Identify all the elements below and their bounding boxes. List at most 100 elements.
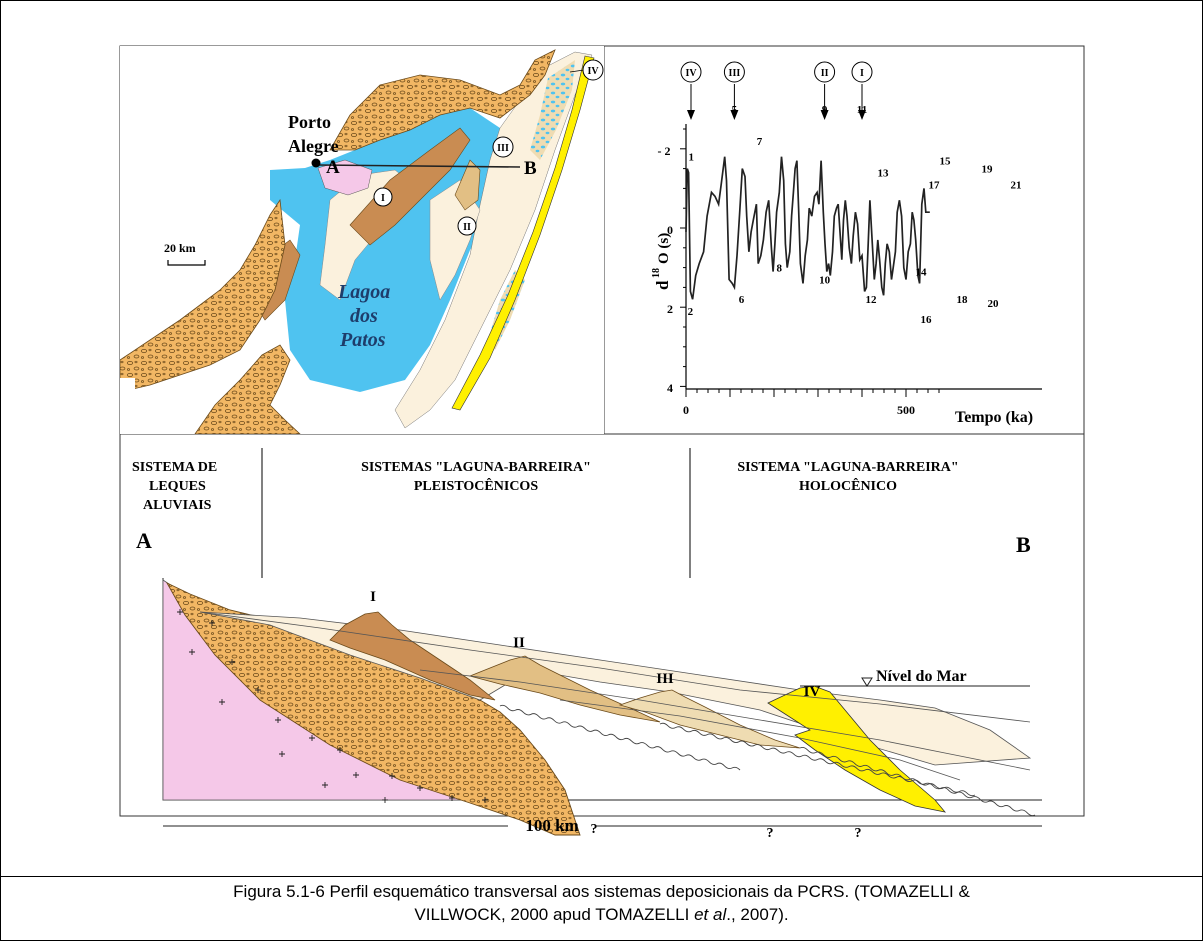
barrier-III-zone (530, 60, 575, 160)
basement-cross (177, 609, 183, 615)
y-tick-label-2: 2 (667, 302, 673, 316)
svg-text:I: I (381, 193, 385, 204)
header-holo-1: SISTEMA "LAGUNA-BARREIRA" (737, 460, 958, 475)
stage-marker-I: I (851, 61, 873, 120)
stage-number-21: 21 (1011, 179, 1022, 191)
stage-number-15: 15 (940, 156, 952, 168)
header-alluvial-2: LEQUES (149, 479, 206, 494)
stage-number-13: 13 (878, 168, 890, 180)
stage-number-2: 2 (688, 306, 694, 318)
sea-level-symbol (861, 677, 873, 687)
stage-number-7: 7 (757, 136, 763, 148)
basement-cross (275, 717, 281, 723)
y-tick-label-0: 0 (667, 223, 673, 237)
stage-number-1: 1 (689, 152, 695, 164)
caption-line-2: VILLWOCK, 2000 apud TOMAZELLI et al., 20… (0, 903, 1203, 926)
profile-line (317, 164, 521, 168)
basement-cross (309, 735, 315, 741)
cross-section: SISTEMA DE LEQUES ALUVIAIS SISTEMAS "LAG… (132, 448, 1042, 841)
stage-number-9: 9 (822, 104, 828, 116)
svg-text:I: I (860, 68, 864, 79)
barrier-IV-zone (451, 55, 595, 411)
stage-number-11: 11 (857, 104, 867, 116)
basement-cross (417, 785, 423, 791)
svg-text:IV: IV (587, 66, 599, 77)
unknown-mark-3: ? (855, 826, 862, 841)
section-label-I: I (370, 589, 376, 605)
section-label-IV: IV (804, 684, 821, 700)
stage-number-18: 18 (957, 294, 969, 306)
y-axis-ticks (680, 128, 686, 387)
figure-caption: Figura 5.1-6 Perfil esquemático transver… (0, 880, 1203, 926)
stage-marker-IV: IV (680, 61, 702, 120)
basement-cross (449, 795, 455, 801)
porto-alegre-dot (311, 158, 321, 168)
section-label-a: A (136, 528, 152, 553)
caption-divider (0, 876, 1203, 877)
caption-et-al: et al (694, 905, 727, 924)
barrier-I-zone (349, 127, 471, 246)
stage-number-12: 12 (866, 294, 878, 306)
basement-crosses (177, 609, 488, 803)
unknown-mark-2: ? (767, 826, 774, 841)
layer-lines (199, 611, 1031, 781)
svg-text:18: 18 (651, 268, 662, 278)
stage-number-10: 10 (819, 274, 831, 286)
svg-text:d: d (653, 280, 672, 290)
section-barrier-IV (767, 685, 947, 813)
map-scale-bar (167, 260, 206, 266)
basement-cross (382, 797, 388, 803)
map-scale-label: 20 km (164, 241, 196, 255)
basement-cross (353, 772, 359, 778)
header-pleist-1: SISTEMAS "LAGUNA-BARREIRA" (361, 460, 591, 475)
isotope-series-line (685, 156, 930, 300)
stage-number-20: 20 (988, 298, 1000, 310)
stage-number-17: 17 (929, 179, 941, 191)
map-marker-IV: IV (569, 59, 604, 81)
basement-cross (322, 782, 328, 788)
caption-line-2a: VILLWOCK, 2000 apud TOMAZELLI (414, 905, 695, 924)
point-a-label: A (326, 157, 340, 178)
stage-markers: IV III II I (680, 61, 873, 120)
unconformity-lines (499, 704, 1036, 817)
svg-text:III: III (729, 68, 741, 79)
section-barrier-I (329, 611, 496, 701)
svg-text:IV: IV (685, 68, 697, 79)
svg-text:O (s): O (s) (656, 233, 672, 264)
basement-cross (209, 620, 215, 626)
basement-cross (389, 773, 395, 779)
basement-cross (482, 797, 488, 803)
stage-marker-III: III (723, 61, 745, 120)
map-marker-III: III (492, 136, 514, 158)
stage-number-19: 19 (982, 164, 994, 176)
patos-label: Patos (339, 329, 386, 351)
svg-text:II: II (463, 222, 471, 233)
map-marker-II: II (457, 216, 477, 236)
stage-number-6: 6 (739, 294, 745, 306)
x-tick-label-0: 0 (683, 403, 689, 417)
porto-alegre-label-1: Porto (288, 112, 331, 132)
point-b-label: B (524, 158, 537, 179)
figure-svg: Porto Alegre A B Lagoa dos Patos 20 km I… (119, 45, 1085, 841)
stage-number-8: 8 (777, 263, 783, 275)
alluvial-fan-sw (194, 344, 301, 434)
basement-zone (317, 159, 373, 196)
dos-label: dos (350, 305, 378, 327)
x-tick-label-500: 500 (897, 403, 915, 417)
isotope-chart: - 2 0 2 4 0 500 Tempo (ka) d 18 O (s) IV… (651, 61, 1042, 426)
caption-line-1: Figura 5.1-6 Perfil esquemático transver… (233, 882, 970, 901)
stage-number-5: 5 (732, 104, 738, 116)
map-edge-white (120, 170, 268, 340)
basement-cross (219, 699, 225, 705)
basement-cross (337, 747, 343, 753)
scale-bar-label: 100 km (525, 816, 578, 835)
basement-cross (279, 751, 285, 757)
map-left-cut (120, 378, 135, 434)
y-tick-label-4: 4 (667, 381, 673, 395)
x-axis-label: Tempo (ka) (955, 409, 1033, 426)
sea-level-label: Nível do Mar (876, 668, 967, 685)
stage-number-16: 16 (921, 314, 933, 326)
lagoa-label: Lagoa (337, 281, 390, 303)
stage-number-14: 14 (916, 267, 928, 279)
